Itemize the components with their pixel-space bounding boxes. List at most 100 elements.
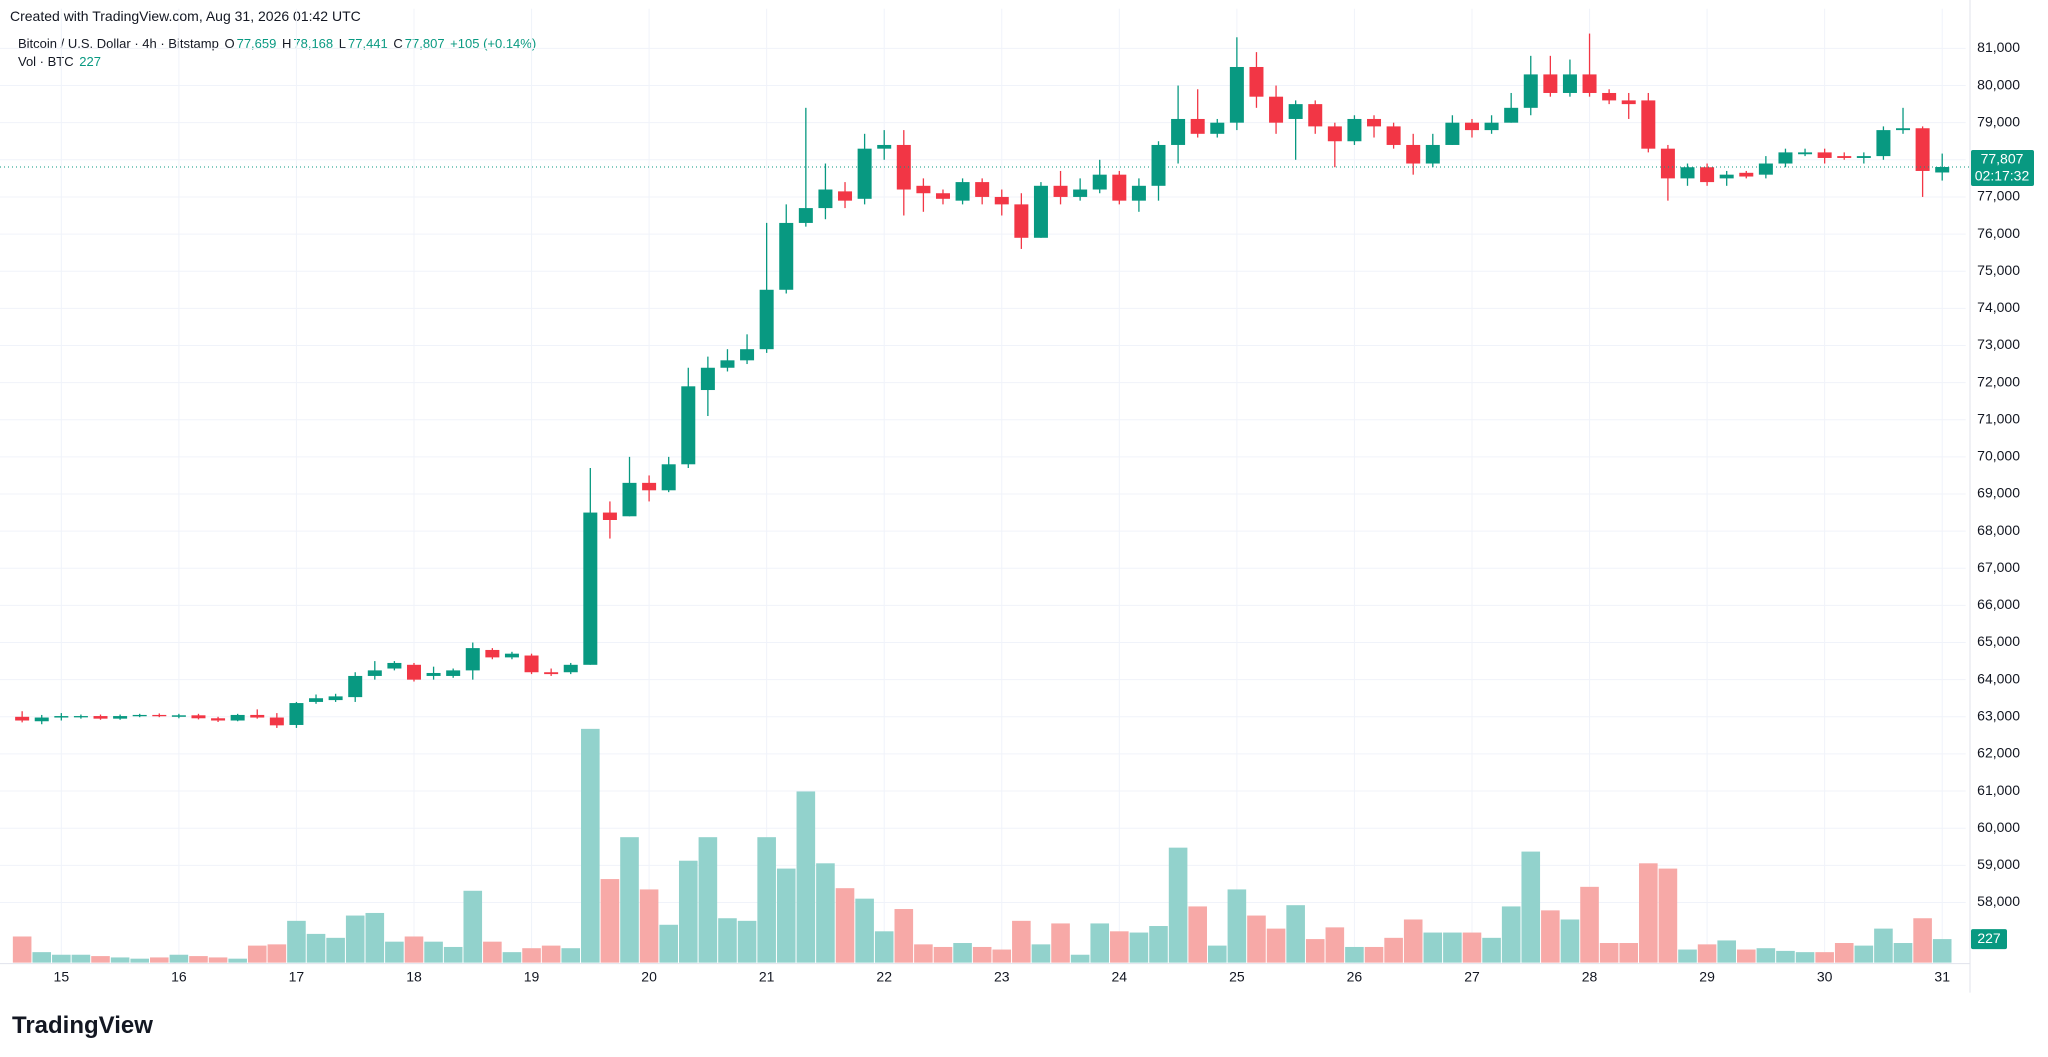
volume-bar [443, 946, 463, 963]
candle-body [367, 670, 382, 676]
y-tick-label: 60,000 [1977, 819, 2020, 835]
candle-body [1367, 118, 1382, 127]
candle-body [1464, 122, 1479, 131]
y-tick-label: 58,000 [1977, 893, 2020, 909]
volume-bar [776, 868, 796, 963]
ohlc-label: C [393, 36, 403, 51]
candle-body [1033, 185, 1048, 238]
volume-bar [130, 958, 149, 963]
volume-bar [972, 946, 992, 963]
y-tick-label: 59,000 [1977, 856, 2020, 872]
volume-bar [1462, 932, 1482, 963]
volume-bar [345, 915, 365, 963]
volume-bar [326, 937, 345, 963]
logo[interactable]: TradingView [12, 1012, 153, 1039]
volume-bar [1854, 945, 1874, 963]
y-tick-label: 77,000 [1977, 188, 2020, 204]
candle-body [230, 714, 245, 721]
ohlc-value: 77,807 [404, 36, 445, 51]
y-tick-label: 80,000 [1977, 76, 2020, 92]
candle-body [916, 185, 931, 194]
volume-bar [1736, 949, 1756, 963]
candle-body [1876, 130, 1891, 157]
x-tick-label: 25 [1229, 968, 1245, 984]
candle-body [1798, 152, 1813, 155]
candle-body [1210, 122, 1225, 134]
candle-body [524, 655, 539, 673]
volume-tag [1971, 929, 2007, 950]
candle-body [779, 222, 794, 290]
candle-body [446, 670, 461, 676]
y-tick-label: 65,000 [1977, 633, 2020, 649]
candle-body [1562, 74, 1577, 93]
x-tick-label: 28 [1582, 968, 1598, 984]
volume-bar [1207, 945, 1227, 963]
volume-bar [1012, 920, 1031, 963]
volume-bar [1051, 923, 1070, 963]
x-tick-label: 27 [1464, 968, 1480, 984]
volume-bar [894, 909, 914, 963]
volume-bar [208, 957, 228, 963]
candle-body [152, 714, 167, 717]
volume-bar [718, 918, 737, 963]
candle-body [1582, 74, 1597, 93]
volume-bar [1541, 910, 1560, 963]
header: Created with TradingView.com, Aug 31, 20… [10, 8, 361, 24]
volume-bar [267, 944, 287, 963]
volume-bar [169, 954, 189, 963]
candle-body [700, 367, 715, 391]
price-tag-label: 77,807 [1981, 151, 2024, 167]
ohlc-label: L [338, 36, 346, 51]
volume-bar [639, 889, 659, 963]
x-tick-label: 22 [876, 968, 892, 984]
candle-body [191, 715, 206, 719]
volume-bar [287, 920, 306, 963]
candle-body [1700, 167, 1715, 183]
candle-body [857, 148, 872, 199]
volume-bar [1678, 949, 1697, 963]
x-tick-label: 19 [524, 968, 540, 984]
volume-bar [110, 957, 130, 963]
candle-body [1288, 104, 1303, 119]
volume-bar [1580, 886, 1599, 963]
candle-body [798, 208, 813, 223]
x-tick-label: 20 [641, 968, 657, 984]
volume-bar [1913, 918, 1932, 963]
volume-bar [32, 952, 52, 963]
volume-bar [1364, 946, 1384, 963]
volume-bar [855, 898, 874, 963]
volume-bar [874, 931, 894, 963]
volume-bar [228, 958, 247, 963]
volume-bar [1247, 915, 1266, 963]
volume-bar [1305, 939, 1325, 963]
candle-body [975, 182, 990, 197]
volume-bar [1756, 948, 1776, 963]
volume-bar [1384, 937, 1403, 963]
candle-body [1073, 189, 1088, 197]
y-tick-label: 66,000 [1977, 596, 2020, 612]
volume-bar [1795, 952, 1815, 963]
candle-body [1347, 118, 1362, 142]
candle-body [1817, 152, 1832, 158]
volume-bar [1325, 927, 1345, 963]
candle-body [113, 716, 128, 719]
volume-bar [424, 941, 443, 963]
volume-bar [1423, 932, 1443, 963]
volume-bar [1482, 937, 1501, 963]
candle-body [1504, 107, 1519, 123]
volume-bar [1639, 863, 1658, 963]
volume-bar [992, 949, 1012, 963]
price-tag [1971, 149, 2034, 186]
candle-body [642, 482, 657, 491]
volume-legend: Vol · BTC 227 [18, 54, 103, 69]
volume-legend-label: Vol · BTC [18, 54, 74, 69]
candle-body [1406, 144, 1421, 164]
volume-bar [463, 890, 483, 963]
volume-bar [1345, 946, 1364, 963]
volume-bar [561, 948, 581, 963]
y-tick-label: 61,000 [1977, 782, 2020, 798]
x-tick-label: 23 [994, 968, 1010, 984]
volume-bar [502, 952, 522, 963]
candle-body [348, 675, 363, 698]
candle-body [1014, 204, 1029, 238]
